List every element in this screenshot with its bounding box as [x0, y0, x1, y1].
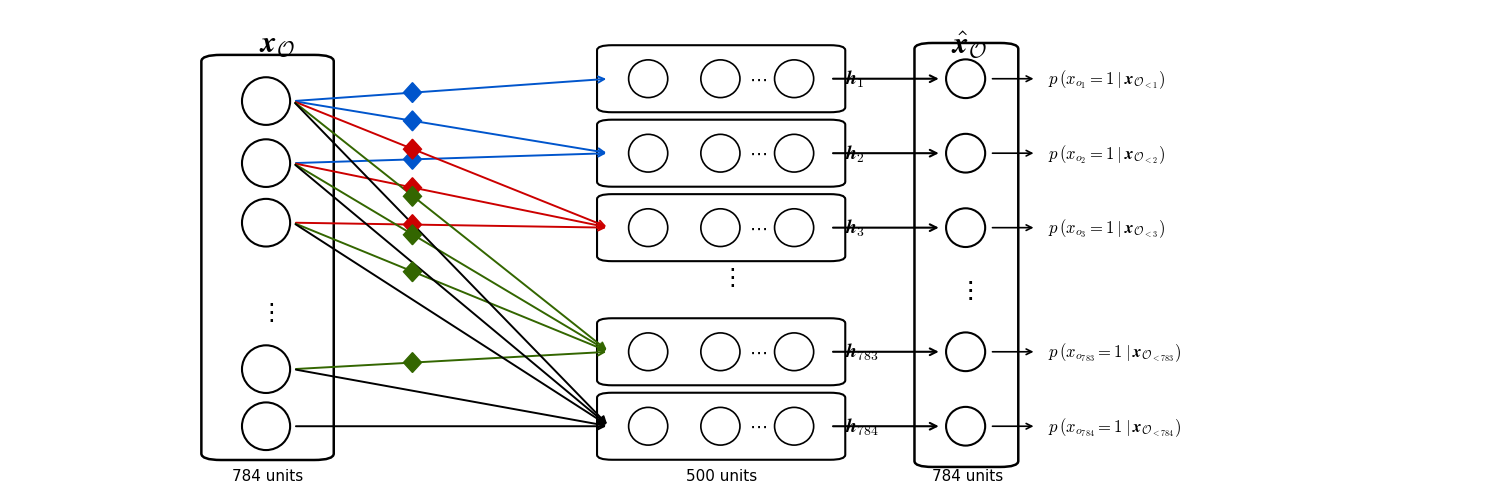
- Ellipse shape: [701, 333, 740, 371]
- Text: $\boldsymbol{h}_1$: $\boldsymbol{h}_1$: [846, 69, 865, 90]
- Polygon shape: [403, 178, 421, 198]
- Ellipse shape: [242, 78, 290, 126]
- Polygon shape: [403, 112, 421, 132]
- Ellipse shape: [242, 199, 290, 247]
- Ellipse shape: [701, 61, 740, 98]
- Ellipse shape: [947, 333, 985, 371]
- Ellipse shape: [242, 403, 290, 450]
- Text: $\cdots$: $\cdots$: [749, 71, 767, 89]
- Text: $\vdots$: $\vdots$: [959, 278, 972, 302]
- Text: $\boldsymbol{h}_2$: $\boldsymbol{h}_2$: [846, 143, 865, 164]
- Text: $\boldsymbol{h}_{783}$: $\boldsymbol{h}_{783}$: [846, 342, 879, 363]
- Ellipse shape: [628, 135, 667, 173]
- Text: $\vdots$: $\vdots$: [720, 266, 735, 290]
- Text: $\boldsymbol{h}_3$: $\boldsymbol{h}_3$: [846, 217, 865, 239]
- FancyBboxPatch shape: [596, 120, 846, 187]
- Ellipse shape: [947, 135, 985, 173]
- Text: $\boldsymbol{x}_{\mathcal{O}}$: $\boldsymbol{x}_{\mathcal{O}}$: [258, 31, 294, 59]
- Ellipse shape: [947, 407, 985, 446]
- Polygon shape: [403, 353, 421, 373]
- Ellipse shape: [701, 135, 740, 173]
- Ellipse shape: [775, 407, 814, 445]
- Text: $p\,(x_{o_{784}}=1\mid\boldsymbol{x}_{\mathcal{O}_{<784}})$: $p\,(x_{o_{784}}=1\mid\boldsymbol{x}_{\m…: [1048, 415, 1182, 438]
- Ellipse shape: [701, 407, 740, 445]
- Ellipse shape: [628, 61, 667, 98]
- Ellipse shape: [628, 209, 667, 247]
- Text: $p\,(x_{o_2}=1\mid\boldsymbol{x}_{\mathcal{O}_{<2}})$: $p\,(x_{o_2}=1\mid\boldsymbol{x}_{\mathc…: [1048, 143, 1166, 165]
- Text: 500 units: 500 units: [686, 468, 758, 483]
- Polygon shape: [403, 225, 421, 245]
- Text: 784 units: 784 units: [932, 468, 1003, 483]
- Ellipse shape: [947, 209, 985, 247]
- Ellipse shape: [775, 135, 814, 173]
- Text: $\boldsymbol{h}_{784}$: $\boldsymbol{h}_{784}$: [846, 416, 879, 437]
- FancyBboxPatch shape: [596, 46, 846, 113]
- Text: $\cdots$: $\cdots$: [749, 343, 767, 361]
- Polygon shape: [403, 84, 421, 103]
- Text: $p\,(x_{o_3}=1\mid\boldsymbol{x}_{\mathcal{O}_{<3}})$: $p\,(x_{o_3}=1\mid\boldsymbol{x}_{\mathc…: [1048, 217, 1166, 239]
- FancyBboxPatch shape: [596, 195, 846, 262]
- Text: $\cdots$: $\cdots$: [749, 145, 767, 163]
- Polygon shape: [403, 187, 421, 207]
- Polygon shape: [403, 263, 421, 282]
- Ellipse shape: [242, 346, 290, 393]
- Polygon shape: [403, 215, 421, 235]
- Ellipse shape: [947, 60, 985, 99]
- Ellipse shape: [775, 333, 814, 371]
- Text: $\hat{\boldsymbol{x}}_{\mathcal{O}}$: $\hat{\boldsymbol{x}}_{\mathcal{O}}$: [951, 30, 988, 61]
- Text: $\cdots$: $\cdots$: [749, 417, 767, 435]
- Text: $\vdots$: $\vdots$: [959, 278, 972, 302]
- FancyBboxPatch shape: [596, 319, 846, 385]
- FancyBboxPatch shape: [596, 393, 846, 460]
- Text: $p\,(x_{o_1}=1\mid\boldsymbol{x}_{\mathcal{O}_{<1}})$: $p\,(x_{o_1}=1\mid\boldsymbol{x}_{\mathc…: [1048, 68, 1166, 91]
- Polygon shape: [403, 150, 421, 170]
- Text: $p\,(x_{o_{783}}=1\mid\boldsymbol{x}_{\mathcal{O}_{<783}})$: $p\,(x_{o_{783}}=1\mid\boldsymbol{x}_{\m…: [1048, 341, 1182, 363]
- Ellipse shape: [242, 140, 290, 187]
- FancyBboxPatch shape: [915, 44, 1018, 467]
- Ellipse shape: [628, 333, 667, 371]
- FancyBboxPatch shape: [201, 56, 334, 460]
- Ellipse shape: [775, 209, 814, 247]
- Ellipse shape: [701, 209, 740, 247]
- Ellipse shape: [628, 407, 667, 445]
- Polygon shape: [403, 140, 421, 160]
- Ellipse shape: [775, 61, 814, 98]
- Text: $\vdots$: $\vdots$: [258, 301, 273, 325]
- Text: $\cdots$: $\cdots$: [749, 219, 767, 237]
- Text: 784 units: 784 units: [233, 468, 304, 483]
